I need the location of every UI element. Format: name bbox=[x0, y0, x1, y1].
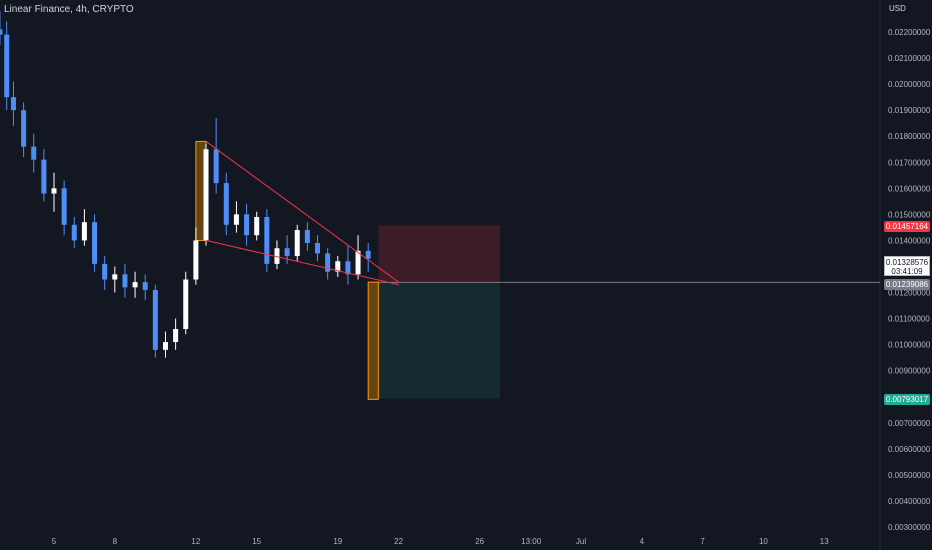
candle-body bbox=[355, 250, 361, 275]
price-tick-label: 0.01600000 bbox=[888, 184, 931, 193]
candle-body bbox=[162, 342, 168, 350]
price-tick-label: 0.02000000 bbox=[888, 80, 931, 89]
time-tick-label: 13:00 bbox=[521, 537, 542, 546]
chart-title: Linear Finance, 4h, CRYPTO bbox=[4, 4, 134, 15]
price-tick-label: 0.01000000 bbox=[888, 341, 931, 350]
candle-body bbox=[71, 224, 77, 241]
trendline bbox=[205, 239, 399, 286]
entry-price-badge: 0.01239086 bbox=[884, 279, 930, 290]
candle-body bbox=[81, 222, 87, 241]
price-tick-label: 0.01500000 bbox=[888, 210, 931, 219]
price-tick-label: 0.00900000 bbox=[888, 367, 931, 376]
last-price-value: 0.01328576 bbox=[885, 258, 929, 267]
price-tick-label: 0.00600000 bbox=[888, 445, 931, 454]
price-tick-label: 0.01700000 bbox=[888, 158, 931, 167]
price-tick-label: 0.00700000 bbox=[888, 419, 931, 428]
candle-body bbox=[4, 34, 10, 98]
candle-body bbox=[142, 282, 148, 290]
candle-body bbox=[203, 149, 209, 241]
candle-body bbox=[132, 282, 138, 288]
candle-body bbox=[122, 274, 128, 288]
time-tick-label: 8 bbox=[113, 537, 118, 546]
time-tick-label: 22 bbox=[394, 537, 403, 546]
candle-body bbox=[244, 214, 250, 236]
candle-body bbox=[21, 110, 27, 147]
candle-body bbox=[365, 250, 371, 259]
time-tick-label: 19 bbox=[333, 537, 342, 546]
candle-body bbox=[213, 149, 219, 184]
candle-body bbox=[51, 188, 57, 194]
last-price-box: 0.01328576 03:41:09 bbox=[884, 256, 930, 276]
time-tick-label: Jul bbox=[576, 537, 586, 546]
price-tick-label: 0.01900000 bbox=[888, 106, 931, 115]
candle-body bbox=[152, 289, 158, 350]
price-tick-label: 0.01100000 bbox=[888, 315, 930, 324]
price-tick-label: 0.02100000 bbox=[888, 54, 931, 63]
candle-body bbox=[0, 29, 3, 35]
time-tick-label: 5 bbox=[52, 537, 57, 546]
price-tick-label: 0.00500000 bbox=[888, 471, 931, 480]
price-tick-label: 0.02200000 bbox=[888, 28, 931, 37]
highlight-box bbox=[367, 281, 379, 400]
stop-price-badge: 0.01457164 bbox=[884, 221, 930, 232]
price-tick-label: 0.01400000 bbox=[888, 236, 931, 245]
target-price-badge: 0.00793017 bbox=[884, 394, 930, 405]
currency-label: USD bbox=[889, 4, 906, 13]
time-tick-label: 10 bbox=[759, 537, 768, 546]
candle-body bbox=[294, 230, 300, 257]
price-tick-label: 0.01200000 bbox=[888, 289, 931, 298]
stop-loss-zone bbox=[378, 225, 500, 283]
candle-body bbox=[223, 183, 229, 225]
candle-body bbox=[112, 274, 118, 280]
candle-body bbox=[61, 188, 67, 225]
candle-body bbox=[31, 146, 37, 160]
candle-body bbox=[315, 243, 321, 254]
candle-body bbox=[304, 230, 310, 244]
trendline bbox=[205, 141, 399, 283]
candle-body bbox=[335, 261, 341, 272]
bar-countdown: 03:41:09 bbox=[891, 267, 923, 276]
candle-body bbox=[41, 159, 47, 194]
time-tick-label: 12 bbox=[191, 537, 200, 546]
candle-body bbox=[325, 253, 331, 272]
candle-body bbox=[264, 216, 270, 264]
candle-body bbox=[173, 329, 179, 343]
candle-body bbox=[193, 240, 199, 280]
take-profit-zone bbox=[378, 282, 500, 399]
price-tick-label: 0.00300000 bbox=[888, 523, 931, 532]
price-tick-label: 0.01800000 bbox=[888, 132, 931, 141]
time-tick-label: 26 bbox=[475, 537, 484, 546]
candle-body bbox=[233, 214, 239, 225]
candle-body bbox=[102, 263, 108, 280]
time-tick-label: 13 bbox=[820, 537, 829, 546]
price-tick-label: 0.00400000 bbox=[888, 497, 931, 506]
candle-body bbox=[345, 261, 351, 275]
candle-body bbox=[274, 248, 280, 264]
candle-body bbox=[284, 248, 290, 257]
candle-body bbox=[10, 97, 16, 111]
time-tick-label: 15 bbox=[252, 537, 261, 546]
candle-body bbox=[254, 216, 260, 236]
time-tick-label: 7 bbox=[700, 537, 705, 546]
candle-body bbox=[183, 279, 189, 329]
time-tick-label: 4 bbox=[640, 537, 645, 546]
candle-body bbox=[92, 222, 98, 264]
